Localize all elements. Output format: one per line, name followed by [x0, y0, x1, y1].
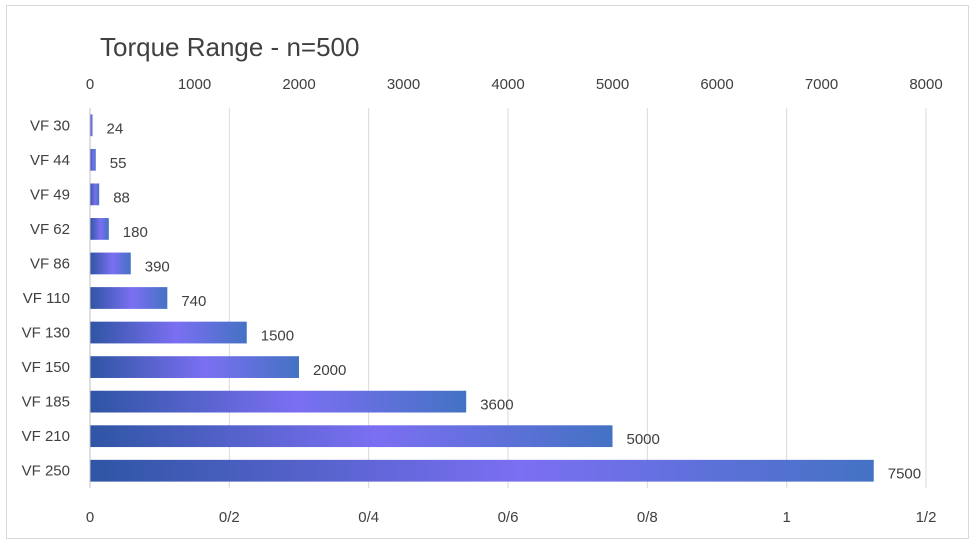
data-label: 24: [107, 120, 124, 137]
data-label: 180: [123, 224, 148, 241]
category-label: VF 210: [22, 428, 70, 445]
category-label: VF 150: [22, 359, 70, 376]
category-label: VF 49: [30, 186, 70, 203]
category-label: VF 30: [30, 117, 70, 134]
top-axis-tick-label: 6000: [700, 76, 733, 93]
top-axis-tick-label: 2000: [282, 76, 315, 93]
bottom-axis-tick-label: 1/2: [916, 509, 937, 526]
category-label: VF 110: [23, 290, 70, 307]
bar: [90, 356, 299, 378]
bar: [90, 183, 100, 206]
top-axis-tick-label: 0: [86, 76, 94, 93]
category-label: VF 185: [22, 394, 70, 411]
bar: [90, 148, 96, 171]
bar: [90, 321, 247, 344]
bar: [90, 390, 467, 413]
top-axis-tick-label: 3000: [387, 76, 420, 93]
chart-title: Torque Range - n=500: [100, 32, 360, 62]
data-label: 1500: [261, 328, 294, 345]
data-label: 390: [145, 258, 170, 275]
data-label: 88: [113, 189, 130, 206]
bar: [90, 459, 874, 482]
data-label: 7500: [888, 466, 921, 483]
data-label: 2000: [313, 362, 346, 379]
category-label: VF 250: [22, 463, 70, 480]
bar: [90, 114, 93, 137]
data-label: 740: [181, 293, 206, 310]
bar: [90, 425, 613, 448]
top-axis-tick-label: 1000: [178, 76, 211, 93]
category-label: VF 86: [30, 255, 70, 272]
data-label: 3600: [480, 397, 513, 414]
bar: [90, 252, 131, 275]
top-axis-tick-label: 5000: [596, 76, 629, 93]
data-label: 55: [110, 155, 127, 172]
category-label: VF 44: [30, 152, 70, 169]
bar: [90, 287, 168, 309]
bottom-axis-tick-label: 0/4: [358, 509, 379, 526]
data-label: 5000: [627, 431, 660, 448]
top-axis-tick-label: 8000: [909, 76, 942, 93]
top-axis-tick-label: 7000: [805, 76, 838, 93]
bottom-axis-tick-label: 1: [782, 509, 790, 526]
bar: [90, 218, 109, 240]
category-label: VF 130: [22, 325, 70, 342]
bottom-axis-tick-label: 0: [86, 509, 94, 526]
category-label: VF 62: [30, 221, 70, 238]
top-axis-tick-label: 4000: [491, 76, 524, 93]
bottom-axis-tick-label: 0/2: [219, 509, 240, 526]
bottom-axis-tick-label: 0/6: [498, 509, 519, 526]
chart-frame: [6, 5, 969, 539]
bottom-axis-tick-label: 0/8: [637, 509, 658, 526]
